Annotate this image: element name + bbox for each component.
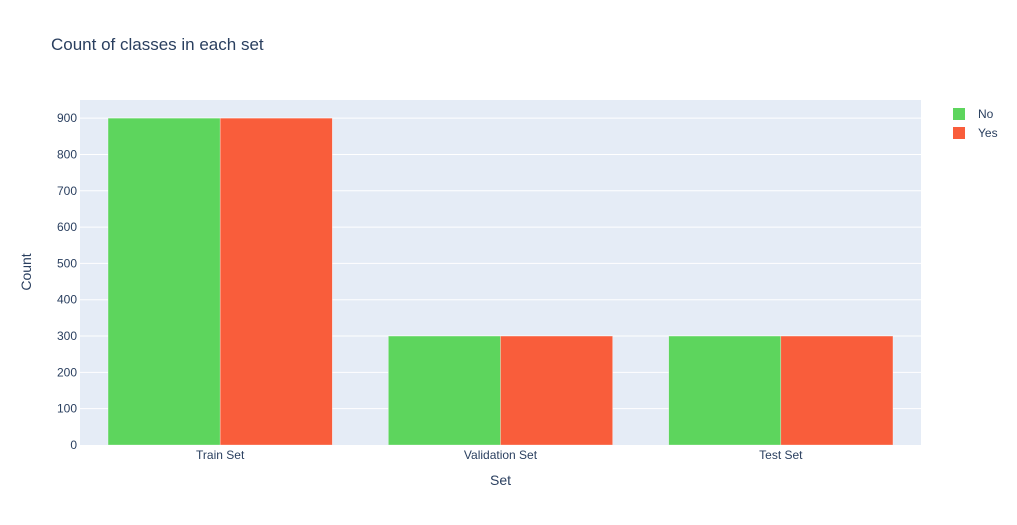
legend-swatch-yes[interactable] xyxy=(953,127,965,139)
x-axis-title: Set xyxy=(490,472,511,488)
x-tick-label: Validation Set xyxy=(464,448,538,462)
x-tick-label: Train Set xyxy=(196,448,245,462)
y-tick-label: 500 xyxy=(57,256,77,270)
legend-label-no[interactable]: No xyxy=(978,107,994,121)
y-tick-label: 300 xyxy=(57,329,77,343)
legend-swatch-no[interactable] xyxy=(953,108,965,120)
y-tick-label: 400 xyxy=(57,293,77,307)
bar-yes-0[interactable] xyxy=(219,117,333,446)
bar-no-0[interactable] xyxy=(107,117,221,446)
legend: No Yes xyxy=(953,107,998,140)
bars xyxy=(107,117,894,446)
bar-yes-1[interactable] xyxy=(500,335,613,446)
y-axis-title: Count xyxy=(18,253,34,290)
y-tick-label: 700 xyxy=(57,184,77,198)
legend-label-yes[interactable]: Yes xyxy=(978,126,998,140)
y-tick-label: 0 xyxy=(70,438,77,452)
chart-title: Count of classes in each set xyxy=(51,35,264,54)
x-tick-label: Test Set xyxy=(759,448,803,462)
bar-yes-2[interactable] xyxy=(780,335,894,446)
y-tick-label: 900 xyxy=(57,111,77,125)
y-axis-ticks: 0 100 200 300 400 500 600 700 800 900 xyxy=(57,111,77,452)
y-tick-label: 800 xyxy=(57,147,77,161)
x-axis-ticks: Train Set Validation Set Test Set xyxy=(196,448,803,462)
y-tick-label: 200 xyxy=(57,365,77,379)
y-tick-label: 100 xyxy=(57,402,77,416)
bar-no-1[interactable] xyxy=(388,335,501,446)
bar-no-2[interactable] xyxy=(668,335,782,446)
y-tick-label: 600 xyxy=(57,220,77,234)
